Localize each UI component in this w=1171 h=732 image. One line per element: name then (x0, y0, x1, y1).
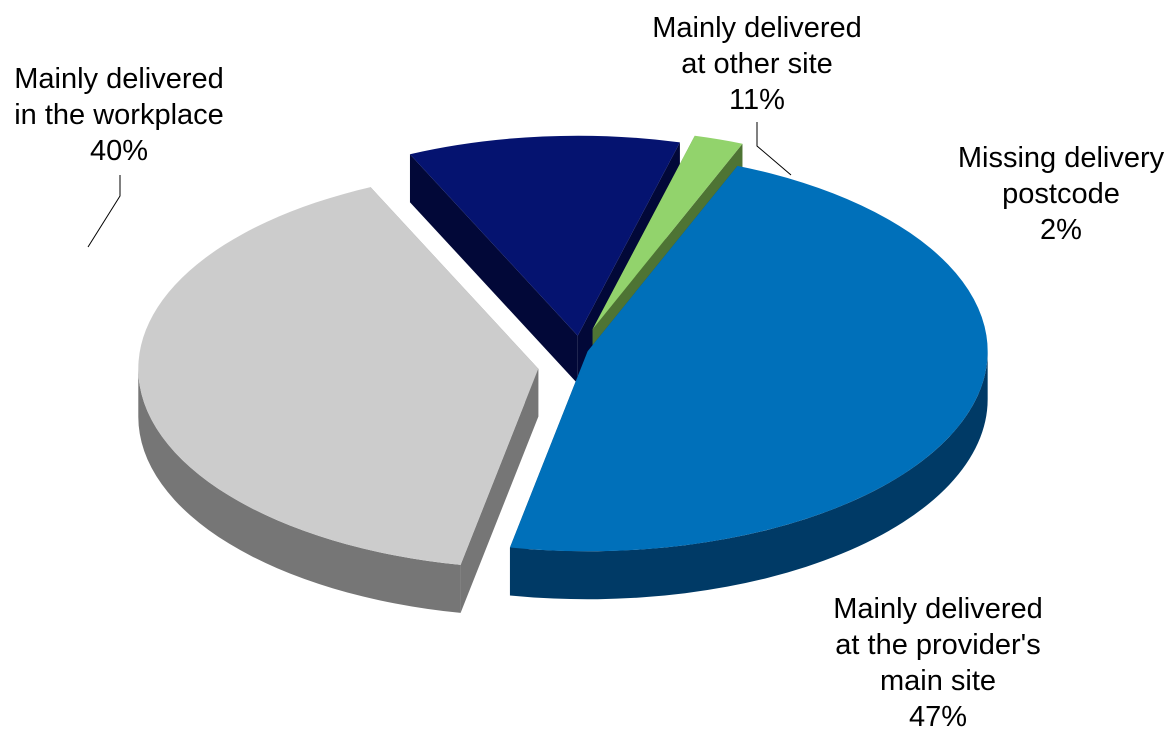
slice-2-leader-line (87, 175, 121, 248)
slice-2-value-label: 40% (90, 135, 148, 167)
slice-3-label: Mainly delivered at other site 11% (652, 12, 862, 116)
slice-3-top (409, 135, 680, 336)
slice-1-outer-wall (509, 351, 988, 600)
slice-1-category-line: Mainly delivered (833, 593, 1043, 625)
slice-3-category-line: at other site (681, 48, 833, 80)
slice-1-category-line: main site (880, 665, 996, 697)
slice-3-category-line: Mainly delivered (652, 12, 862, 44)
slice-4-value-label: 2% (1040, 214, 1082, 246)
slice-2-label: Mainly delivered in the workplace 40% (14, 63, 224, 167)
slice-2 (138, 187, 539, 613)
slice-4-category-line: postcode (1002, 178, 1120, 210)
slice-3-value-label: 11% (729, 84, 785, 116)
slice-3-start-wall (409, 154, 578, 384)
slice-4-label: Missing delivery postcode 2% (958, 142, 1165, 246)
slice-1-category-line: at the provider's (835, 629, 1040, 661)
slice-1-top (509, 165, 988, 552)
slice-1 (509, 165, 988, 600)
slice-1-value-label: 47% (909, 701, 967, 727)
slice-4-top (592, 135, 743, 330)
slice-1-label: Mainly delivered at the provider's main si… (833, 593, 1043, 727)
slice-3-leader-line (756, 122, 792, 176)
slice-2-category-line: in the workplace (14, 99, 224, 131)
slice-2-outer-wall (138, 368, 461, 613)
slice-4-category-line: Missing delivery (958, 142, 1165, 174)
slice-2-top (138, 187, 539, 565)
slice-2-category-line: Mainly delivered (14, 63, 224, 95)
slice-2-start-wall (460, 368, 539, 613)
